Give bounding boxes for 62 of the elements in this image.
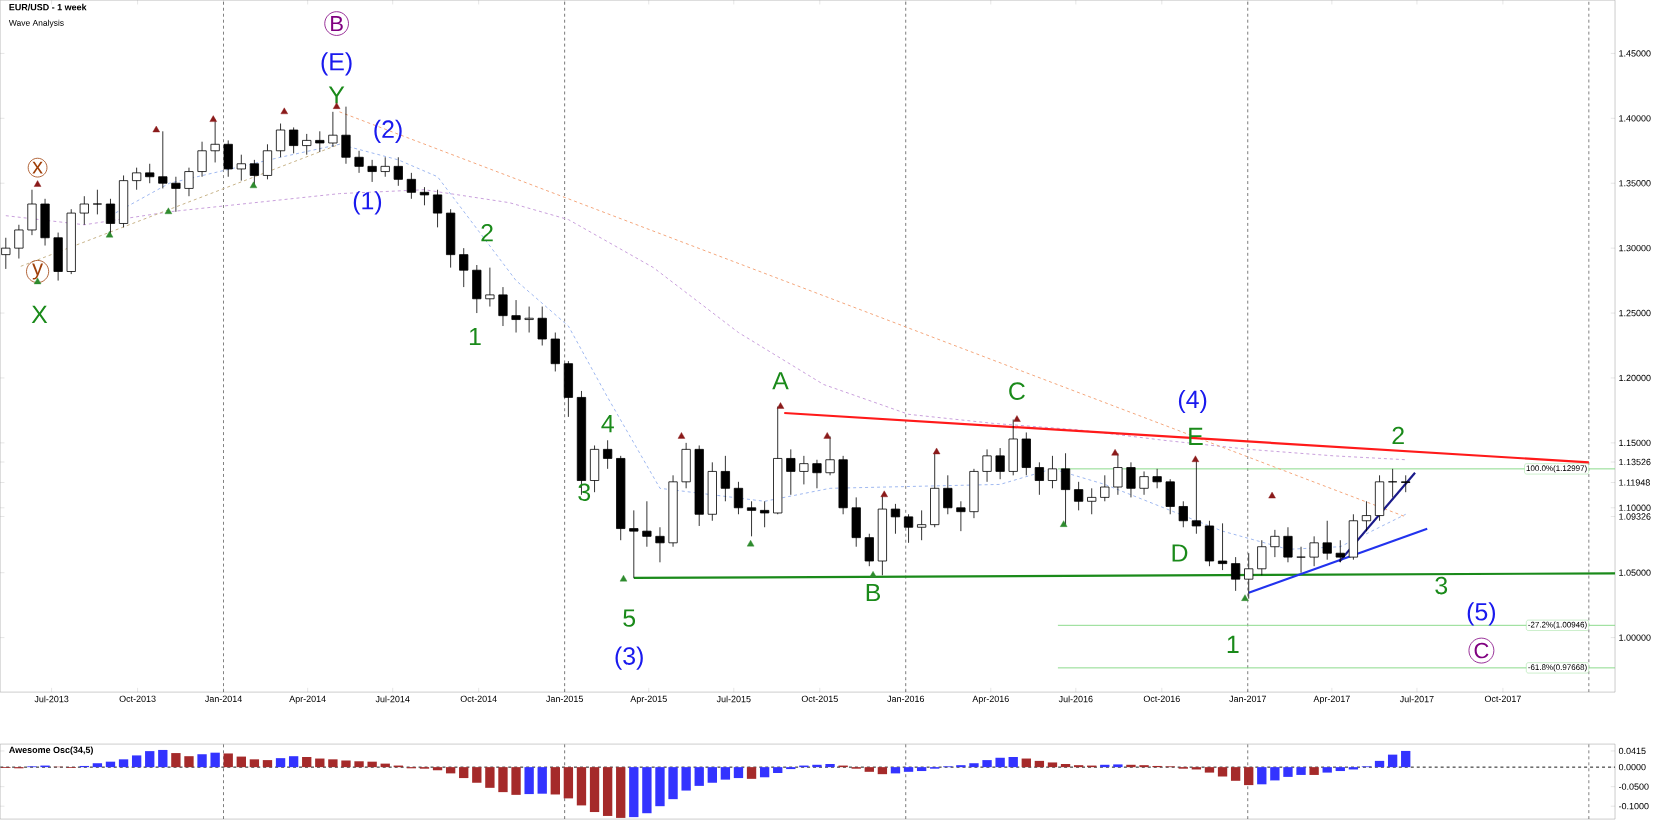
annotation: B bbox=[331, 16, 343, 32]
annotation: 2 bbox=[481, 224, 493, 242]
annotation: (2) bbox=[374, 119, 402, 144]
annotation: 3 bbox=[1435, 576, 1448, 595]
x-tick-label: Oct-2013 bbox=[119, 695, 156, 703]
y-tick-label: 1.45000 bbox=[1619, 50, 1651, 57]
y-tick-label: 1.20000 bbox=[1619, 374, 1651, 382]
y-tick-label: 1.35000 bbox=[1619, 180, 1651, 187]
y-tick-label: 0.0000 bbox=[1618, 764, 1646, 771]
x-tick-label: Jul-2013 bbox=[34, 695, 69, 703]
annotation: 3 bbox=[578, 483, 591, 502]
y-tick-label: 1.00000 bbox=[1619, 634, 1651, 641]
x-tick-label: Oct-2016 bbox=[1143, 695, 1180, 703]
x-tick-label: Jul-2016 bbox=[1058, 695, 1093, 703]
x-tick-label: Apr-2015 bbox=[630, 695, 667, 704]
x-tick-label: Oct-2015 bbox=[801, 695, 838, 703]
annotation: 2 bbox=[1392, 426, 1404, 445]
annotation: 1 bbox=[1227, 635, 1239, 654]
y-tick-label: 0.0415 bbox=[1618, 747, 1646, 755]
x-tick-label: Jan-2017 bbox=[1229, 695, 1267, 703]
x-tick-label: Jul-2017 bbox=[1399, 695, 1434, 703]
x-tick-label: Jul-2015 bbox=[716, 695, 751, 703]
y-tick-label: 1.25000 bbox=[1619, 310, 1651, 317]
annotation: (3) bbox=[615, 646, 643, 670]
x-tick-label: Oct-2017 bbox=[1484, 695, 1521, 703]
x-tick-label: Apr-2016 bbox=[972, 695, 1009, 704]
x-tick-label: Jan-2014 bbox=[205, 695, 242, 703]
annotation: (5) bbox=[1467, 602, 1496, 626]
chart-title: Awesome Osc(34,5) bbox=[9, 746, 93, 755]
annotation: C bbox=[1009, 382, 1025, 401]
annotation: X bbox=[31, 305, 48, 324]
annotation: 5 bbox=[623, 609, 636, 627]
annotation: x bbox=[32, 162, 43, 174]
x-tick-label: Apr-2014 bbox=[289, 695, 326, 704]
annotation: (4) bbox=[1178, 390, 1207, 414]
annotation: D bbox=[1172, 544, 1188, 562]
y-tick-label: -0.0500 bbox=[1618, 783, 1649, 791]
y-tick-label: 1.40000 bbox=[1619, 115, 1651, 122]
y-tick-label: -0.1000 bbox=[1618, 803, 1649, 810]
text: Wave Analysis bbox=[8, 19, 64, 28]
y-tick-label: 1.15000 bbox=[1619, 439, 1651, 447]
y-tick-label: 1.13526 bbox=[1619, 459, 1651, 466]
y-tick-label: 1.11948 bbox=[1619, 479, 1650, 486]
annotation: y bbox=[32, 263, 44, 280]
annotation: C bbox=[1474, 642, 1489, 659]
y-tick-label: 1.10000 bbox=[1619, 504, 1651, 512]
annotation: B bbox=[866, 584, 881, 602]
y-tick-label: 1.09326 bbox=[1619, 513, 1651, 520]
y-tick-label: 1.05000 bbox=[1619, 569, 1651, 577]
annotation: (E) bbox=[321, 52, 352, 76]
annotation: 4 bbox=[601, 415, 614, 433]
chart-title: EUR/USD - 1 week bbox=[9, 3, 87, 11]
x-tick-label: Jul-2014 bbox=[375, 695, 410, 703]
x-tick-label: Apr-2017 bbox=[1313, 695, 1350, 704]
x-tick-label: Jan-2015 bbox=[546, 695, 583, 703]
x-tick-label: Jan-2016 bbox=[887, 695, 925, 703]
annotation: A bbox=[772, 372, 789, 390]
annotation: 1 bbox=[469, 328, 481, 346]
y-tick-label: 1.30000 bbox=[1619, 245, 1651, 252]
annotation: Y bbox=[328, 86, 345, 104]
annotation: (1) bbox=[353, 191, 382, 215]
x-tick-label: Oct-2014 bbox=[460, 695, 497, 703]
